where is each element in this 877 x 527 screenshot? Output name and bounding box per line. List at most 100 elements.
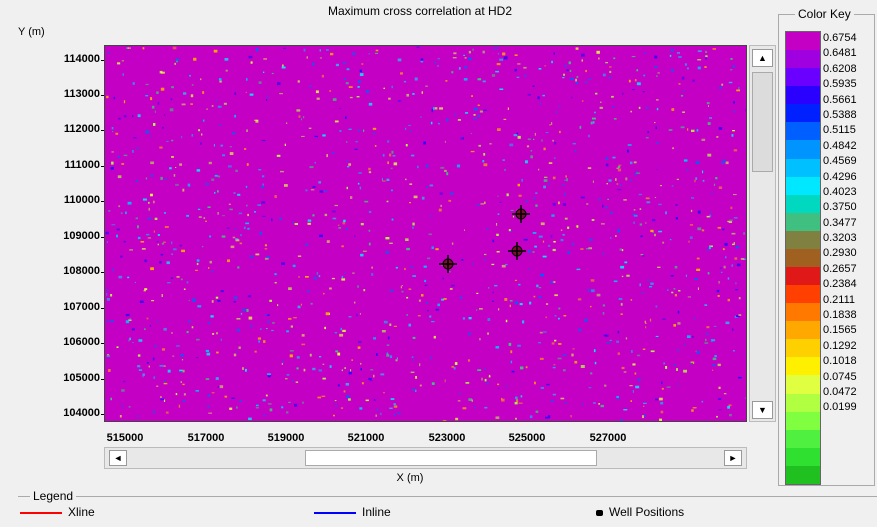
correlation-map[interactable]: [104, 45, 747, 422]
color-key-value: 0.5388: [823, 108, 873, 123]
scroll-left-button[interactable]: ◄: [109, 450, 127, 466]
y-tick-label: 112000: [30, 123, 100, 135]
vertical-scrollbar[interactable]: ▲ ▼: [749, 45, 776, 422]
color-key-bar: [785, 31, 821, 485]
color-key-value: 0.2384: [823, 277, 873, 292]
color-key-swatch: [786, 285, 820, 303]
color-key-swatch: [786, 430, 820, 448]
color-key-swatch: [786, 357, 820, 375]
color-key-swatch: [786, 32, 820, 50]
color-key-value: 0.1018: [823, 354, 873, 369]
xline-swatch: [20, 512, 62, 514]
color-key-value: 0.4569: [823, 154, 873, 169]
color-key-value: 0.0745: [823, 370, 873, 385]
scroll-right-button[interactable]: ►: [724, 450, 742, 466]
x-tick-label: 519000: [256, 432, 316, 444]
color-key-swatch: [786, 375, 820, 393]
color-key-value: 0.1292: [823, 339, 873, 354]
legend-item-well-positions: Well Positions: [596, 505, 684, 519]
legend-item-xline: Xline: [20, 505, 95, 519]
color-key-swatch: [786, 122, 820, 140]
horizontal-scroll-thumb[interactable]: [305, 450, 597, 466]
y-tick-label: 114000: [30, 53, 100, 65]
y-tick-label: 113000: [30, 88, 100, 100]
color-key-value: 0.2930: [823, 246, 873, 261]
color-key-value: 0.1838: [823, 308, 873, 323]
y-tick-label: 106000: [30, 336, 100, 348]
x-tick-label: 517000: [176, 432, 236, 444]
color-key-title: Color Key: [795, 7, 854, 21]
color-key-value: 0.0199: [823, 400, 873, 415]
color-key-swatch: [786, 448, 820, 466]
legend-label-inline: Inline: [362, 505, 391, 519]
y-tick-label: 105000: [30, 372, 100, 384]
map-canvas: [105, 46, 746, 421]
color-key-swatch: [786, 249, 820, 267]
color-key-swatch: [786, 466, 820, 484]
color-key-swatch: [786, 104, 820, 122]
inline-swatch: [314, 512, 356, 514]
color-key-value: 0.1565: [823, 323, 873, 338]
y-tick-label: 109000: [30, 230, 100, 242]
color-key-swatch: [786, 267, 820, 285]
color-key-swatch: [786, 339, 820, 357]
color-key-swatch: [786, 86, 820, 104]
color-key-value: 0.6754: [823, 31, 873, 46]
y-tick-label: 108000: [30, 265, 100, 277]
scroll-up-button[interactable]: ▲: [752, 49, 773, 67]
scroll-down-button[interactable]: ▼: [752, 401, 773, 419]
well-position-icon: [596, 510, 603, 516]
well-marker[interactable]: [439, 255, 457, 273]
color-key-swatch: [786, 303, 820, 321]
color-key-swatch: [786, 195, 820, 213]
color-key-value: 0.5115: [823, 123, 873, 138]
color-key-value: 0.2657: [823, 262, 873, 277]
legend-title: Legend: [30, 489, 76, 503]
color-key-value: 0.6208: [823, 62, 873, 77]
color-key-swatch: [786, 140, 820, 158]
color-key-swatch: [786, 159, 820, 177]
x-tick-label: 515000: [95, 432, 155, 444]
map-speckles: [106, 47, 747, 421]
legend-item-inline: Inline: [314, 505, 391, 519]
color-key-value: 0.2111: [823, 293, 873, 308]
color-key-value: 0.5661: [823, 93, 873, 108]
x-tick-label: 525000: [497, 432, 557, 444]
color-key-value: 0.3203: [823, 231, 873, 246]
color-key-value: 0.4023: [823, 185, 873, 200]
color-key-swatch: [786, 50, 820, 68]
color-key-swatch: [786, 394, 820, 412]
y-tick-label: 110000: [30, 194, 100, 206]
horizontal-scrollbar[interactable]: ◄ ►: [104, 447, 747, 469]
color-key-value: 0.3750: [823, 200, 873, 215]
x-tick-label: 521000: [336, 432, 396, 444]
color-key-swatch: [786, 321, 820, 339]
color-key-value: 0.4842: [823, 139, 873, 154]
color-key-value: 0.3477: [823, 216, 873, 231]
color-key-swatch: [786, 213, 820, 231]
color-key-swatch: [786, 231, 820, 249]
x-axis-label: X (m): [380, 472, 440, 484]
y-axis-label: Y (m): [18, 26, 45, 38]
color-key-swatch: [786, 177, 820, 195]
color-key-value: 0.5935: [823, 77, 873, 92]
color-key-swatch: [786, 68, 820, 86]
color-key-value: 0.6481: [823, 46, 873, 61]
color-key-value: 0.4296: [823, 170, 873, 185]
well-marker[interactable]: [508, 242, 526, 260]
legend-panel: Legend Xline Inline Well Positions: [18, 496, 877, 527]
y-tick-label: 104000: [30, 407, 100, 419]
vertical-scroll-thumb[interactable]: [752, 72, 773, 172]
color-key-swatch: [786, 412, 820, 430]
y-tick-label: 111000: [30, 159, 100, 171]
y-tick-label: 107000: [30, 301, 100, 313]
well-marker[interactable]: [512, 205, 530, 223]
map-title: Maximum cross correlation at HD2: [220, 4, 620, 18]
x-tick-label: 523000: [417, 432, 477, 444]
legend-label-xline: Xline: [68, 505, 95, 519]
color-key-value: 0.0472: [823, 385, 873, 400]
x-tick-label: 527000: [578, 432, 638, 444]
legend-label-wells: Well Positions: [609, 505, 684, 519]
